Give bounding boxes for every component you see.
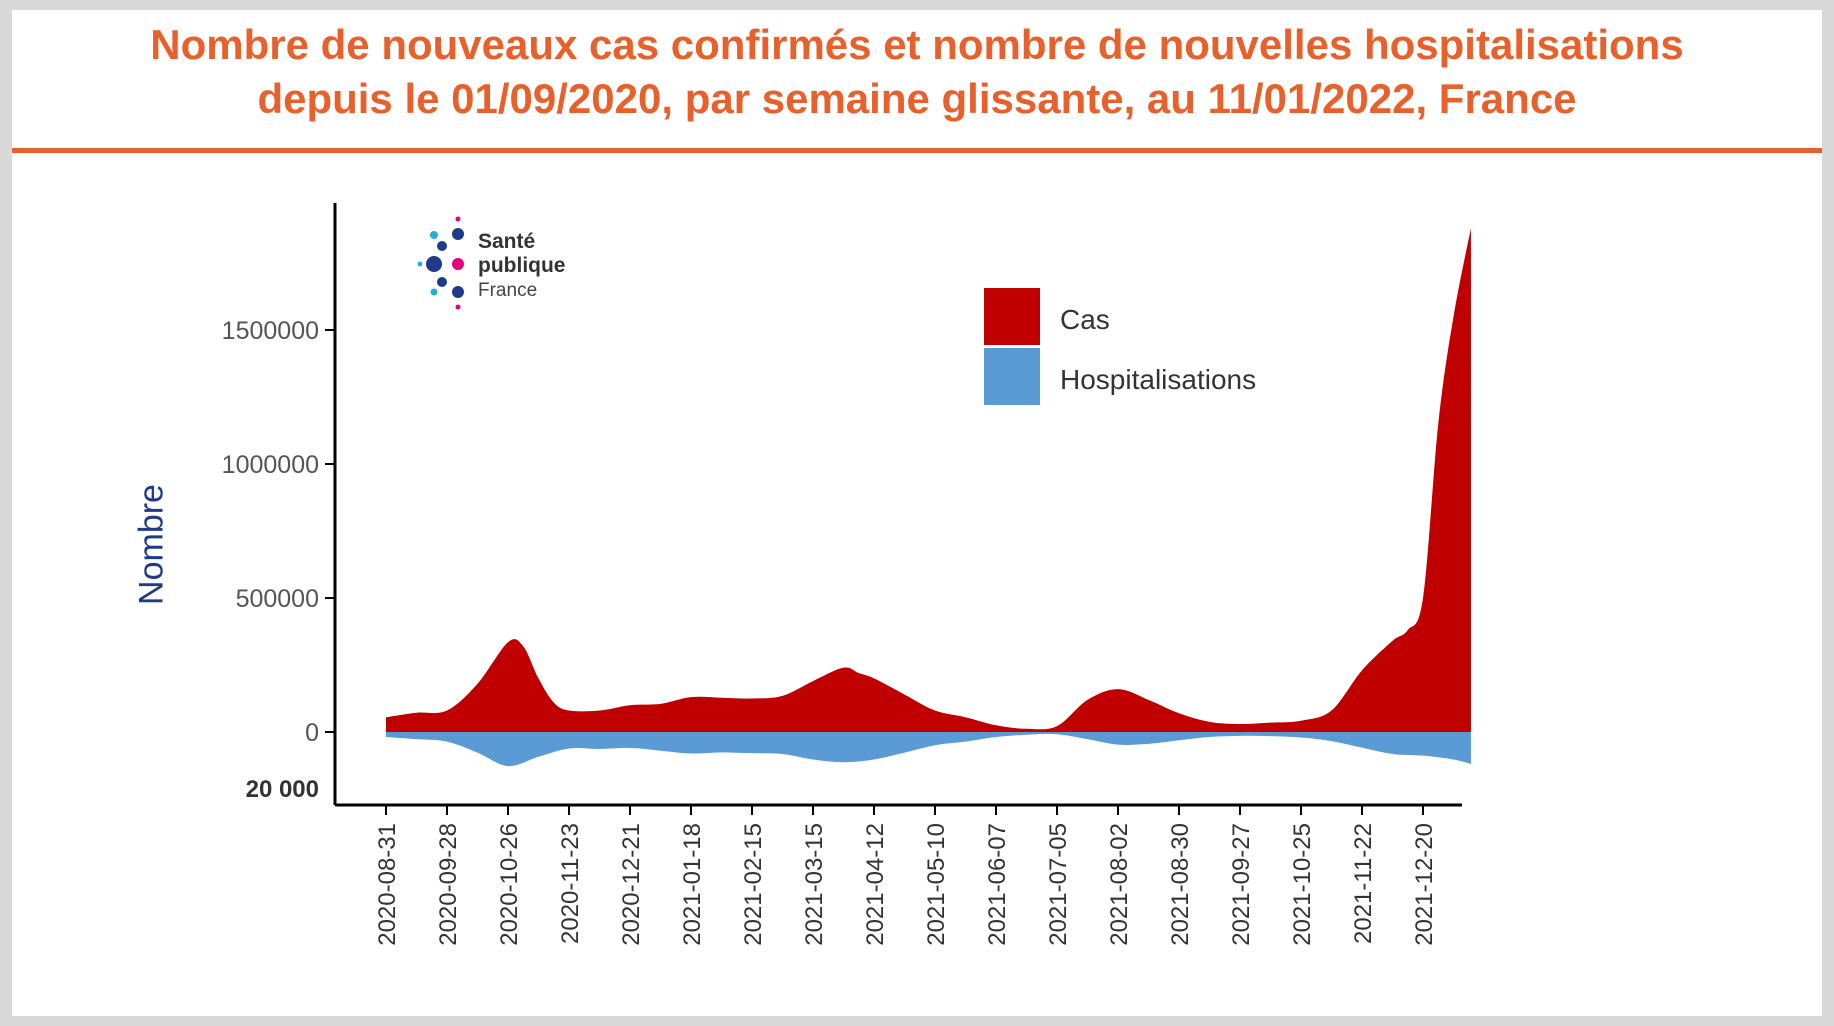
cas-area <box>386 228 1471 732</box>
y-tick-label: 500000 <box>236 585 319 613</box>
logo-dot-icon <box>437 277 447 287</box>
x-tick-label: 2021-07-05 <box>1045 823 1072 946</box>
x-tick-label: 2021-05-10 <box>923 823 950 946</box>
logo-dot-icon <box>452 258 464 270</box>
legend-swatch-hospitalisations <box>984 348 1040 405</box>
legend-swatch-cas <box>984 288 1040 345</box>
legend-label-cas: Cas <box>1060 304 1110 335</box>
logo-dot-icon <box>426 256 442 272</box>
x-tick-label: 2021-04-12 <box>862 823 889 946</box>
logo-dot-icon <box>452 286 464 298</box>
logo-dot-icon <box>455 216 461 222</box>
logo-dot-icon <box>417 261 423 267</box>
x-tick-label: 2021-09-27 <box>1228 823 1255 946</box>
x-tick-label: 2021-08-30 <box>1167 823 1194 946</box>
x-tick-label: 2020-08-31 <box>374 823 401 946</box>
chart-title-line-2: depuis le 01/09/2020, par semaine glissa… <box>257 75 1577 122</box>
slide-card: Nombre de nouveaux cas confirmés et nomb… <box>12 10 1822 1016</box>
x-tick-label: 2021-01-18 <box>679 823 706 946</box>
y-axis-label: Nombre <box>132 484 171 605</box>
legend-label-hospitalisations: Hospitalisations <box>1060 364 1256 395</box>
chart-title: Nombre de nouveaux cas confirmés et nomb… <box>12 18 1822 126</box>
x-tick-label: 2021-08-02 <box>1106 823 1133 946</box>
logo-dot-icon <box>430 231 438 239</box>
x-tick-label: 2021-03-15 <box>801 823 828 946</box>
logo-dot-icon <box>452 228 464 240</box>
y-tick-label: 1000000 <box>222 451 319 479</box>
logo-text-publique: publique <box>478 254 566 277</box>
x-tick-label: 2020-09-28 <box>435 823 462 946</box>
hospitalisations-scale-label: 20 000 <box>246 776 319 803</box>
logo-dot-icon <box>437 241 447 251</box>
y-tick-labels: 1500000 1000000 500000 0 20 000 <box>222 317 335 803</box>
hospitalisations-area <box>386 732 1471 767</box>
chart-axes <box>333 203 1462 807</box>
logo-dot-icon <box>455 304 461 310</box>
logo-text-sante: Santé <box>478 230 535 253</box>
y-tick-label: 1500000 <box>222 317 319 345</box>
logo-text-france: France <box>478 280 537 301</box>
x-tick-label: 2021-11-22 <box>1350 823 1377 944</box>
x-tick-label: 2020-10-26 <box>496 823 523 946</box>
x-tick-labels: 2020-08-31 2020-09-28 2020-10-26 2020-11-23… <box>374 805 1438 946</box>
x-tick-label: 2021-12-20 <box>1411 823 1438 946</box>
y-tick-label: 0 <box>305 719 319 747</box>
sante-publique-france-logo: Santé publique France <box>417 216 566 310</box>
x-tick-label: 2021-02-15 <box>740 823 767 946</box>
x-tick-label: 2021-10-25 <box>1289 823 1316 946</box>
chart-legend: Cas Hospitalisations <box>984 288 1256 405</box>
x-tick-label: 2020-11-23 <box>557 823 584 944</box>
title-underline <box>12 148 1822 153</box>
chart-title-line-1: Nombre de nouveaux cas confirmés et nomb… <box>150 21 1684 68</box>
chart-areas <box>386 228 1471 767</box>
x-tick-label: 2020-12-21 <box>618 823 645 946</box>
logo-dot-icon <box>430 288 438 296</box>
x-tick-label: 2021-06-07 <box>984 823 1011 946</box>
